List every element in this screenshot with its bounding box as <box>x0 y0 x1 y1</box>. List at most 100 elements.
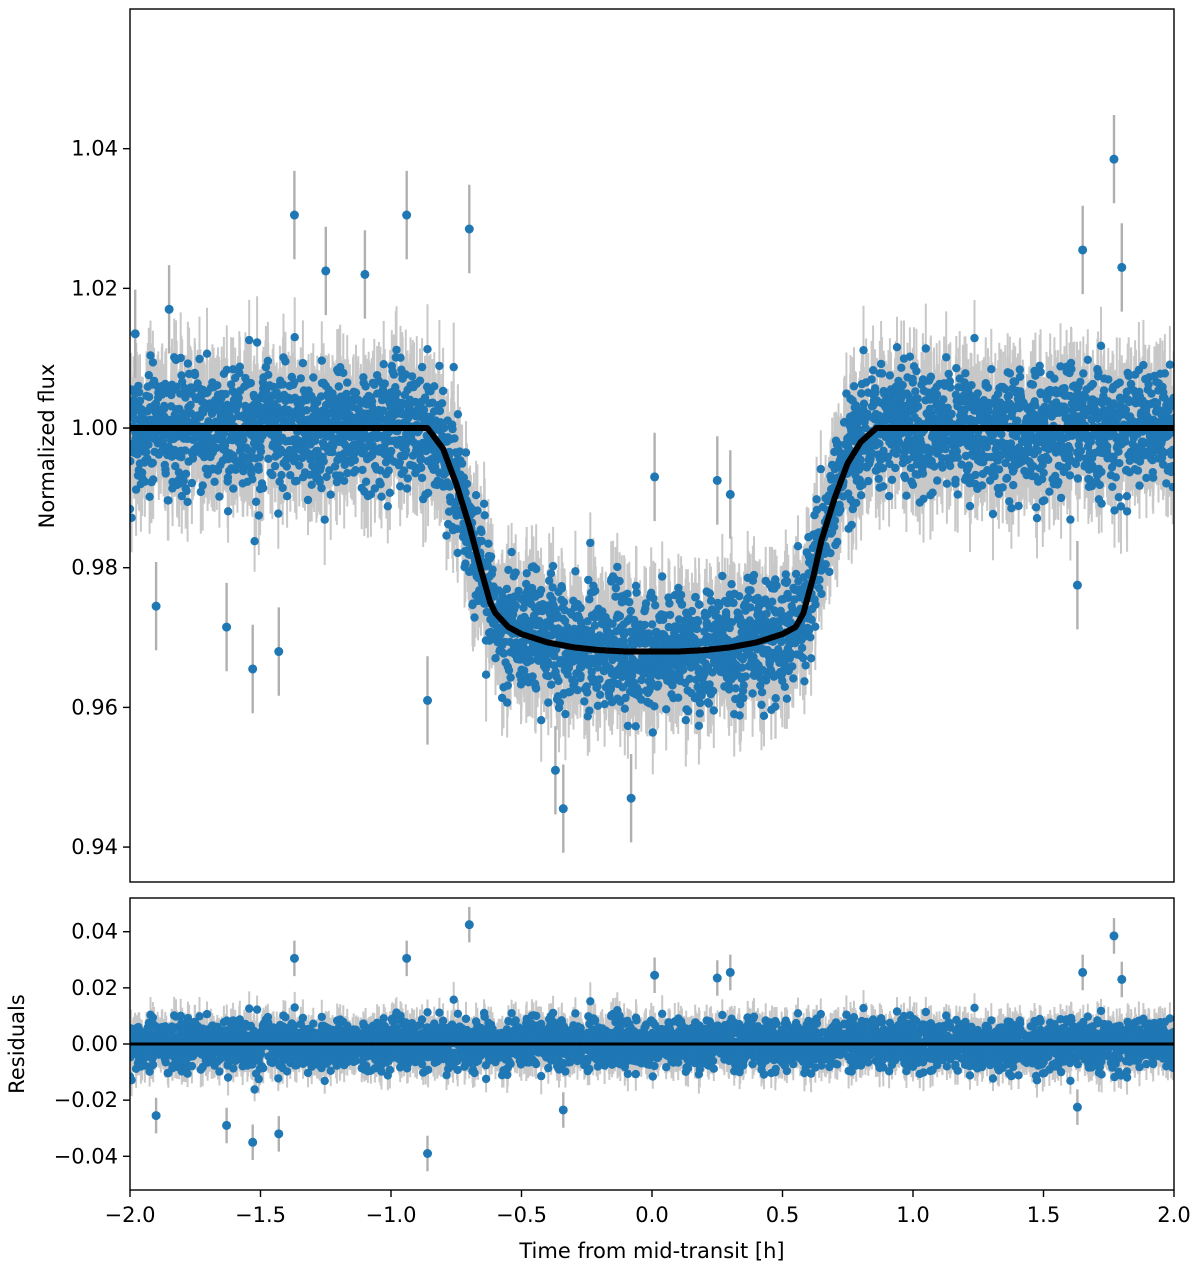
flux-point <box>343 468 352 478</box>
flux-point <box>419 405 428 414</box>
flux-point <box>133 450 142 459</box>
flux-point <box>1110 506 1119 515</box>
flux-point <box>442 531 451 540</box>
flux-point <box>1165 360 1174 369</box>
flux-point <box>1122 507 1132 516</box>
flux-point <box>879 482 888 491</box>
flux-point <box>583 688 592 697</box>
flux-point <box>223 473 233 482</box>
flux-point <box>544 671 553 681</box>
flux-point <box>1065 471 1075 480</box>
flux-point <box>1039 468 1048 477</box>
flux-point <box>554 676 563 686</box>
flux-outlier-point <box>222 622 232 632</box>
flux-point <box>878 464 888 473</box>
flux-point <box>727 580 736 589</box>
flux-point <box>199 408 208 417</box>
flux-point <box>1124 371 1133 381</box>
flux-point <box>417 463 426 473</box>
residual-point <box>254 1074 263 1084</box>
flux-point <box>967 381 976 390</box>
flux-point <box>213 381 222 390</box>
flux-point <box>1121 437 1130 446</box>
flux-point <box>395 458 404 467</box>
flux-point <box>451 500 460 509</box>
flux-point <box>1139 360 1148 370</box>
flux-point <box>648 728 657 737</box>
flux-point <box>708 686 718 696</box>
flux-point <box>830 516 840 525</box>
flux-point <box>506 673 515 682</box>
flux-point <box>938 463 947 472</box>
flux-point <box>378 406 388 415</box>
flux-point <box>332 477 342 487</box>
flux-point <box>504 565 513 575</box>
flux-point <box>226 380 236 389</box>
flux-point <box>379 360 388 369</box>
flux-point <box>278 380 288 389</box>
flux-point <box>361 477 371 486</box>
flux-point <box>532 564 541 574</box>
flux-point <box>504 666 514 675</box>
model-line <box>130 425 1174 655</box>
flux-point <box>709 706 718 715</box>
flux-point <box>1124 397 1134 407</box>
flux-point <box>473 506 482 515</box>
flux-point <box>942 479 952 488</box>
flux-point <box>626 606 635 616</box>
flux-point <box>488 565 497 574</box>
flux-point <box>952 364 961 373</box>
flux-point <box>731 684 740 693</box>
flux-point <box>973 389 982 398</box>
flux-point <box>160 401 169 411</box>
flux-point <box>503 698 512 707</box>
flux-point <box>334 382 343 391</box>
flux-point <box>1024 433 1034 442</box>
flux-point <box>739 693 748 703</box>
flux-point <box>912 366 921 376</box>
flux-point <box>584 661 594 670</box>
flux-outlier-point <box>151 601 161 611</box>
flux-point <box>1114 447 1123 456</box>
flux-point <box>215 492 224 501</box>
flux-point <box>897 363 906 372</box>
residual-point <box>290 1021 299 1030</box>
flux-point <box>930 462 939 471</box>
flux-point <box>681 716 690 725</box>
flux-point <box>326 490 335 499</box>
flux-point <box>1002 473 1012 483</box>
flux-point <box>1001 414 1010 423</box>
flux-point <box>557 584 567 593</box>
flux-point <box>134 381 143 391</box>
flux-point <box>943 403 952 412</box>
flux-point <box>641 599 651 608</box>
flux-point <box>198 481 207 490</box>
flux-point <box>380 379 389 388</box>
flux-point <box>277 470 286 480</box>
flux-outlier-point <box>1072 580 1082 590</box>
flux-point <box>350 455 359 465</box>
flux-point <box>392 345 401 355</box>
flux-point <box>971 470 980 480</box>
flux-point <box>879 446 888 455</box>
flux-point <box>595 675 604 684</box>
flux-point <box>957 460 966 469</box>
flux-point <box>1160 369 1170 378</box>
flux-point <box>679 665 688 674</box>
flux-point <box>361 382 370 391</box>
flux-point <box>1031 503 1041 512</box>
flux-point <box>947 409 956 419</box>
flux-point <box>867 375 876 384</box>
flux-point <box>1076 446 1086 455</box>
flux-point <box>1096 341 1106 350</box>
flux-point <box>892 343 902 352</box>
flux-point <box>1160 393 1169 403</box>
flux-point <box>695 698 705 708</box>
flux-point <box>438 386 448 396</box>
flux-point <box>584 575 593 585</box>
flux-point <box>777 637 786 647</box>
flux-point <box>223 507 233 516</box>
flux-point <box>186 400 195 410</box>
flux-point <box>377 492 386 501</box>
flux-point <box>877 369 887 378</box>
